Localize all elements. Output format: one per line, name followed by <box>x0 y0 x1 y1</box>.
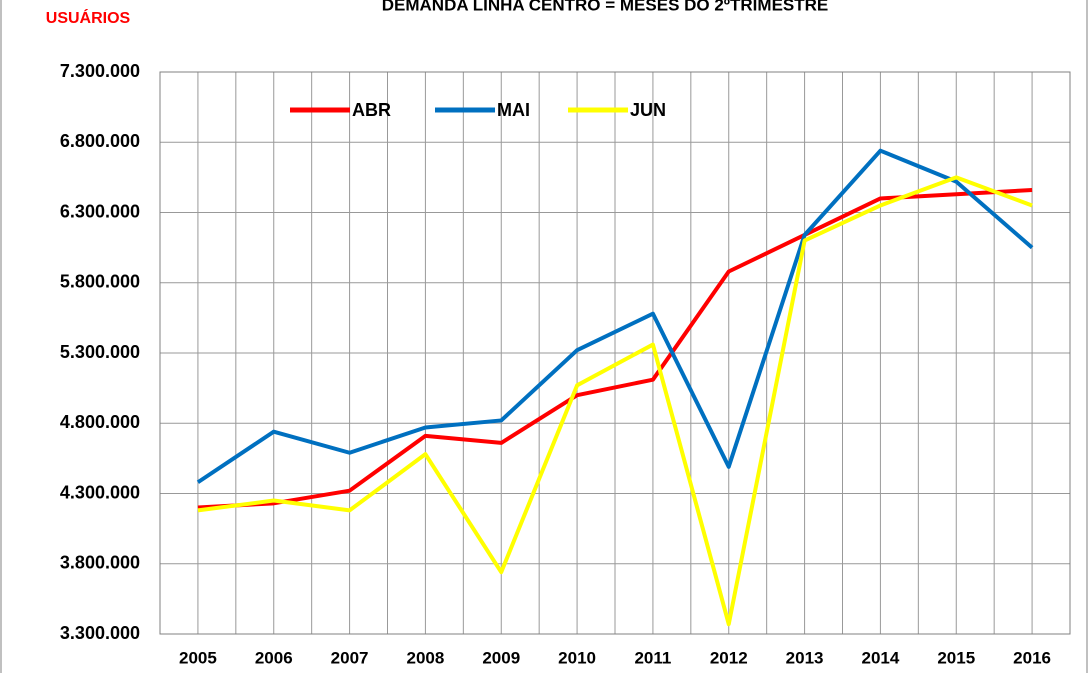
x-tick-label: 2012 <box>710 648 748 667</box>
y-tick-label: 4.800.000 <box>60 412 140 432</box>
legend-label: ABR <box>352 100 391 120</box>
legend-label: JUN <box>630 100 666 120</box>
x-tick-label: 2010 <box>558 648 596 667</box>
y-tick-label: 3.300.000 <box>60 623 140 643</box>
x-tick-label: 2008 <box>407 648 445 667</box>
x-tick-label: 2013 <box>786 648 824 667</box>
x-tick-label: 2009 <box>482 648 520 667</box>
x-tick-label: 2015 <box>937 648 975 667</box>
y-tick-label: 6.800.000 <box>60 131 140 151</box>
x-tick-label: 2016 <box>1013 648 1051 667</box>
y-tick-label: 6.300.000 <box>60 201 140 221</box>
chart-title: DEMANDA LINHA CENTRO = MESES DO 2ºTRIMES… <box>382 0 829 14</box>
legend-label: MAI <box>497 100 530 120</box>
line-series <box>196 148 1034 484</box>
line-series <box>197 188 1033 510</box>
y-tick-label: 5.800.000 <box>60 272 140 292</box>
plot-border <box>159 71 1071 635</box>
x-tick-label: 2014 <box>862 648 900 667</box>
y-tick-label: 3.800.000 <box>60 553 140 573</box>
y-tick-label: 4.300.000 <box>60 482 140 502</box>
x-tick-label: 2005 <box>179 648 217 667</box>
x-tick-label: 2007 <box>331 648 369 667</box>
x-tick-label: 2011 <box>634 648 671 667</box>
y-tick-label: 7.300.000 <box>60 61 140 81</box>
x-tick-label: 2006 <box>255 648 293 667</box>
y-tick-label: 5.300.000 <box>60 342 140 362</box>
line-series <box>197 175 1033 627</box>
y-axis-label: USUÁRIOS <box>46 8 131 27</box>
